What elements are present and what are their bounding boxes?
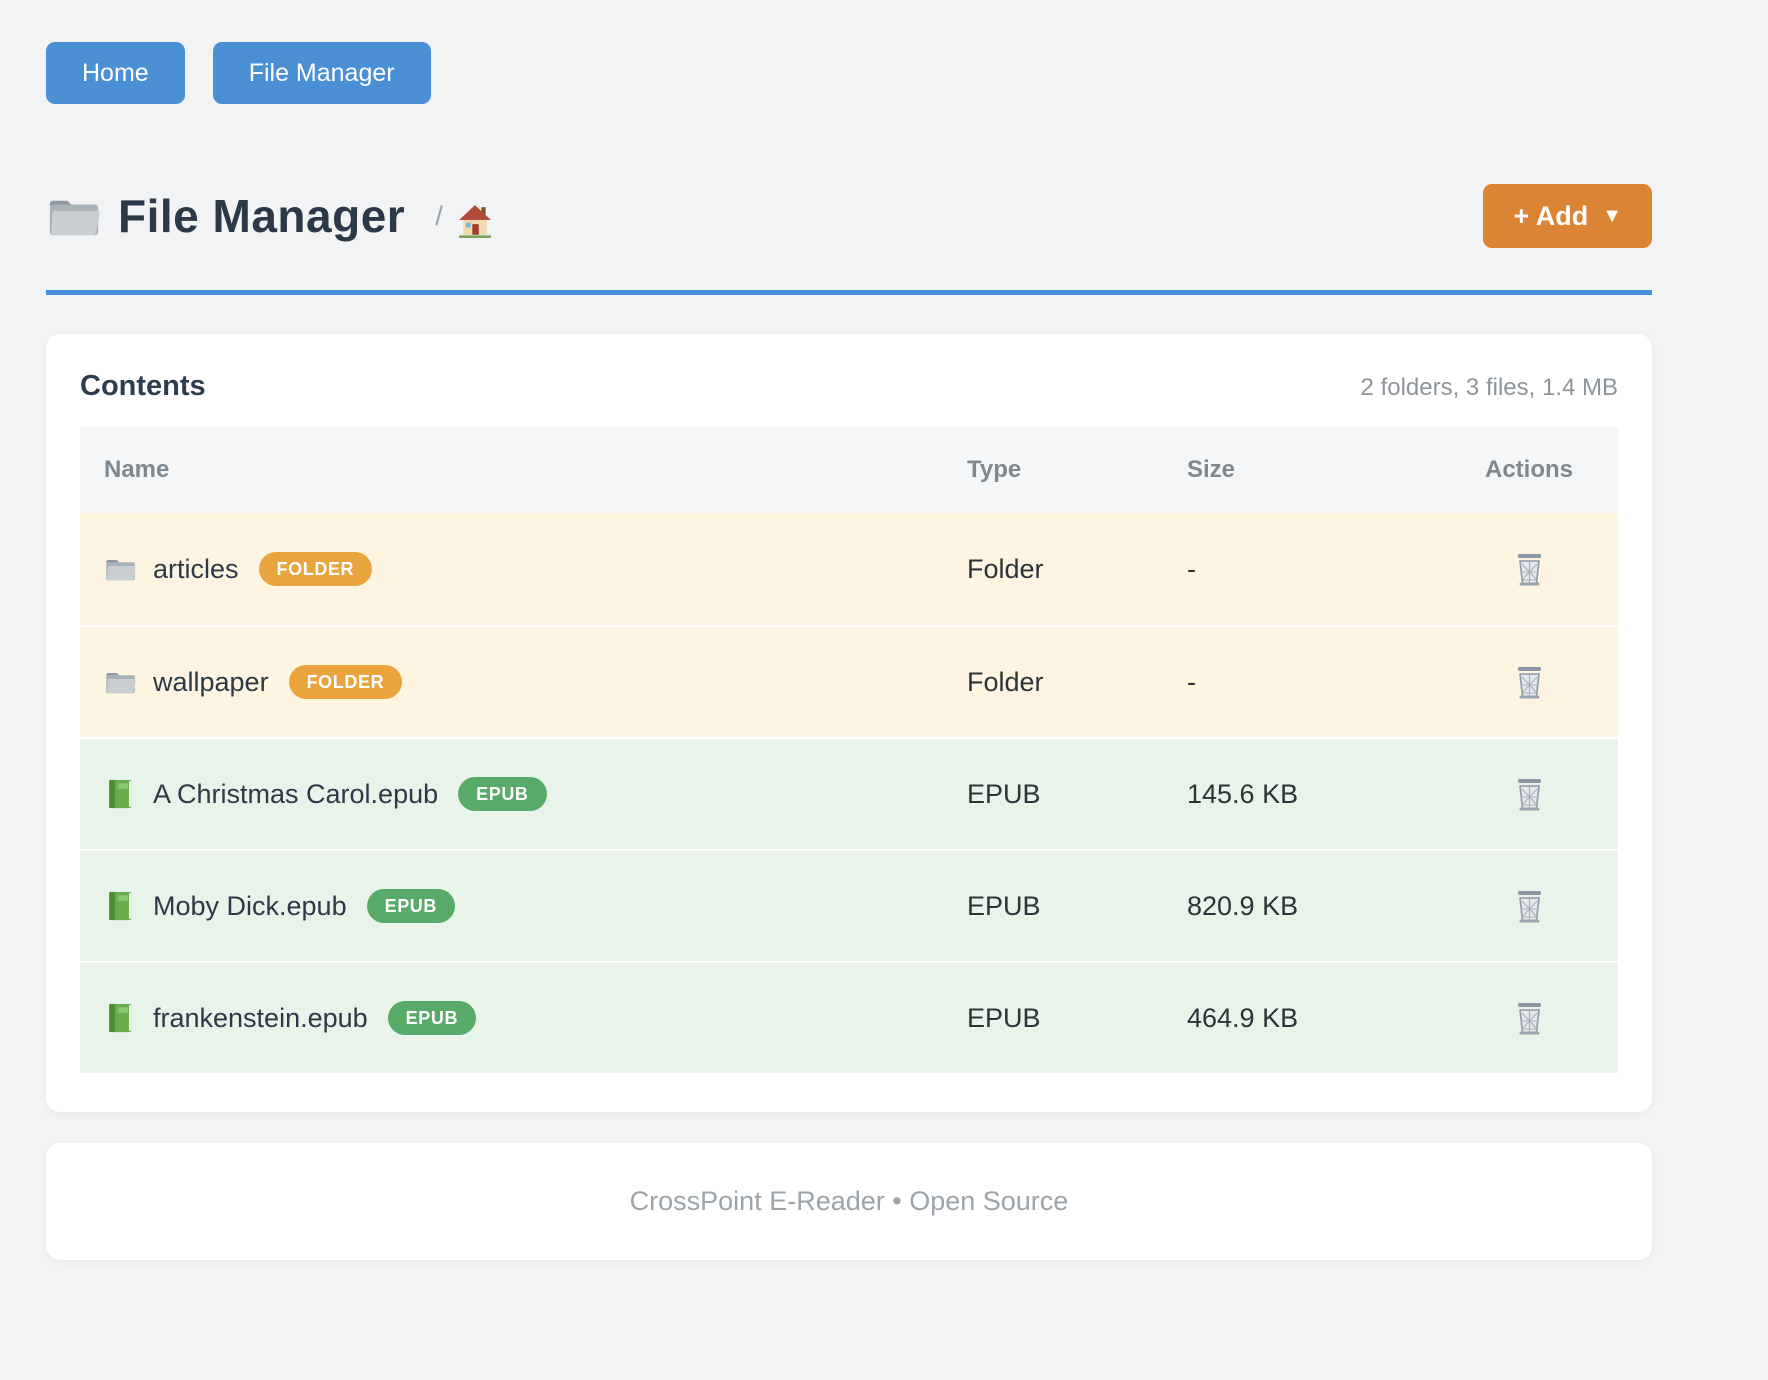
trash-icon	[1516, 889, 1542, 923]
nav-home-button[interactable]: Home	[46, 42, 185, 104]
delete-button[interactable]	[1510, 661, 1549, 704]
table-header-row: Name Type Size Actions	[80, 427, 1618, 513]
column-header-type: Type	[967, 456, 1022, 483]
type-badge: EPUB	[387, 1001, 477, 1035]
size-cell: -	[1187, 666, 1196, 697]
page-title: File Manager	[118, 190, 406, 242]
size-cell: -	[1187, 553, 1196, 584]
header-divider	[46, 290, 1652, 295]
trash-icon	[1516, 552, 1542, 586]
trash-icon	[1516, 777, 1542, 811]
delete-button[interactable]	[1510, 997, 1549, 1040]
folder-icon	[106, 673, 136, 694]
column-header-size: Size	[1187, 456, 1236, 483]
footer-text: CrossPoint E-Reader • Open Source	[629, 1186, 1069, 1216]
home-icon[interactable]	[457, 204, 493, 238]
file-table: Name Type Size Actions articles FOLDER F…	[80, 427, 1618, 1073]
chevron-down-icon: ▼	[1602, 204, 1622, 227]
page-header: File Manager / + Add ▼	[46, 184, 1652, 248]
contents-card: Contents 2 folders, 3 files, 1.4 MB Name…	[46, 334, 1652, 1112]
file-name[interactable]: Moby Dick.epub	[153, 890, 347, 921]
column-header-actions: Actions	[1484, 456, 1573, 483]
type-cell: EPUB	[967, 778, 1041, 809]
type-cell: EPUB	[967, 1002, 1041, 1033]
add-button-label: + Add	[1513, 200, 1589, 231]
folder-icon	[49, 200, 100, 236]
size-cell: 145.6 KB	[1187, 778, 1299, 809]
table-row[interactable]: frankenstein.epub EPUB EPUB 464.9 KB	[80, 961, 1618, 1073]
trash-icon	[1516, 1001, 1542, 1035]
type-badge: EPUB	[366, 889, 456, 923]
table-row[interactable]: wallpaper FOLDER Folder -	[80, 625, 1618, 737]
table-row[interactable]: Moby Dick.epub EPUB EPUB 820.9 KB	[80, 849, 1618, 961]
top-nav: Home File Manager	[46, 0, 1652, 104]
trash-icon	[1516, 665, 1542, 699]
green-book-icon	[109, 779, 132, 809]
type-badge: FOLDER	[258, 552, 373, 586]
type-badge: FOLDER	[288, 665, 403, 699]
size-cell: 464.9 KB	[1187, 1002, 1299, 1033]
contents-summary: 2 folders, 3 files, 1.4 MB	[1360, 374, 1618, 401]
file-name[interactable]: frankenstein.epub	[153, 1002, 368, 1033]
file-name[interactable]: A Christmas Carol.epub	[153, 778, 439, 809]
delete-button[interactable]	[1510, 773, 1549, 816]
contents-heading: Contents	[80, 370, 206, 402]
type-badge: EPUB	[458, 777, 547, 811]
table-row[interactable]: articles FOLDER Folder -	[80, 513, 1618, 625]
delete-button[interactable]	[1510, 885, 1549, 928]
column-header-name: Name	[104, 456, 170, 483]
green-book-icon	[109, 1003, 132, 1033]
type-cell: EPUB	[967, 890, 1041, 921]
type-cell: Folder	[967, 666, 1044, 697]
file-name[interactable]: articles	[153, 553, 239, 584]
folder-icon	[106, 560, 136, 581]
type-cell: Folder	[967, 553, 1044, 584]
table-row[interactable]: A Christmas Carol.epub EPUB EPUB 145.6 K…	[80, 737, 1618, 849]
size-cell: 820.9 KB	[1187, 890, 1299, 921]
green-book-icon	[109, 891, 132, 921]
add-button[interactable]: + Add ▼	[1483, 184, 1652, 248]
breadcrumb: /	[435, 200, 443, 231]
file-name[interactable]: wallpaper	[153, 666, 269, 697]
delete-button[interactable]	[1510, 548, 1549, 591]
footer-card: CrossPoint E-Reader • Open Source	[46, 1143, 1652, 1260]
nav-file-manager-button[interactable]: File Manager	[212, 42, 431, 104]
